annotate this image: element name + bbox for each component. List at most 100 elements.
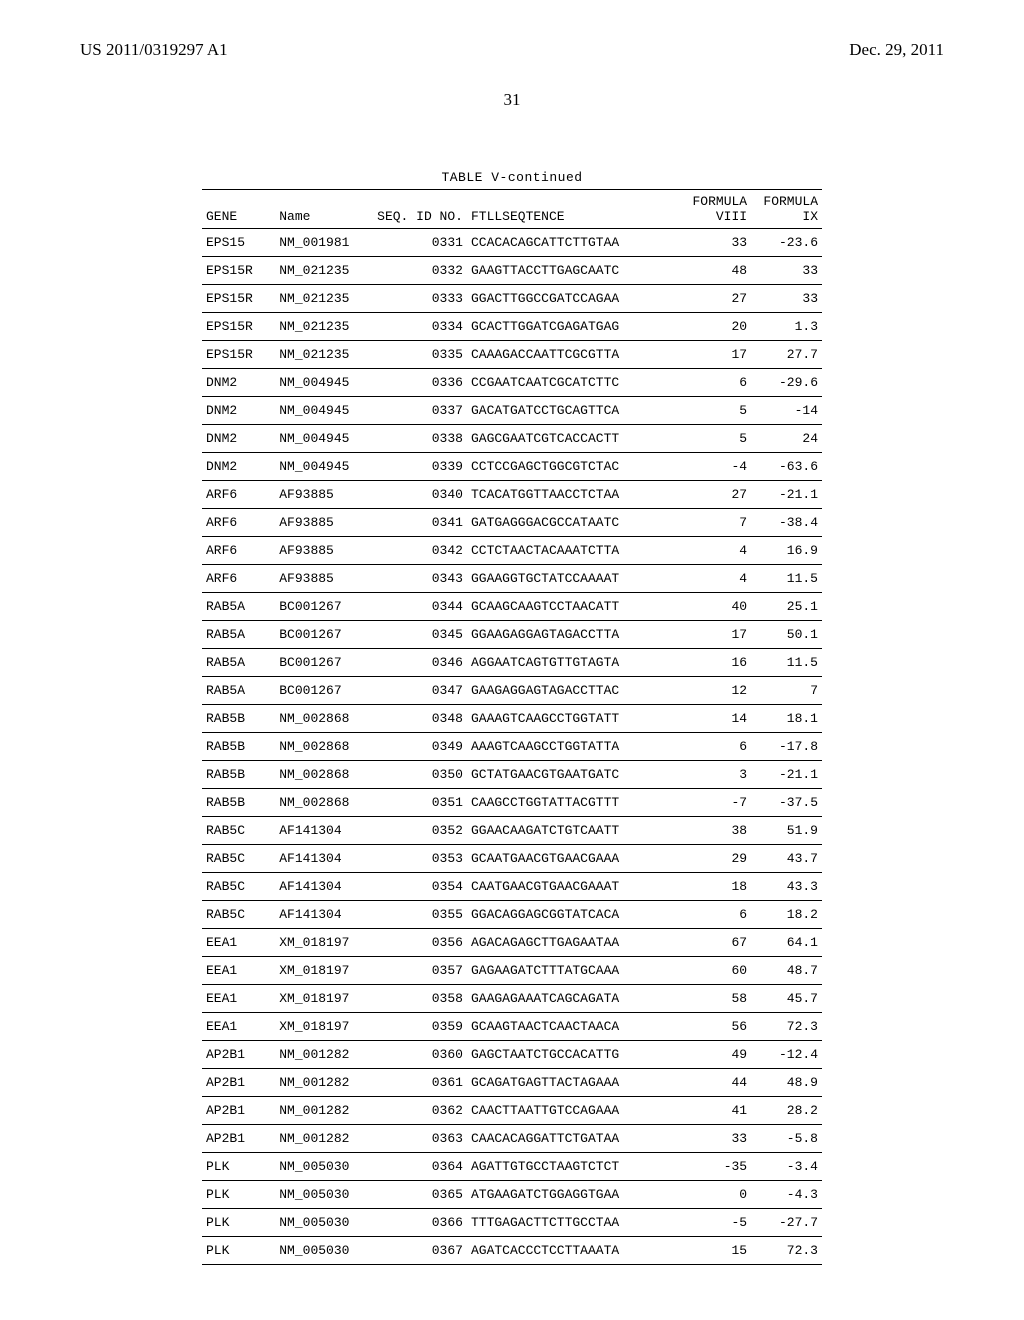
- cell-gene: DNM2: [202, 397, 275, 425]
- cell-gene: DNM2: [202, 453, 275, 481]
- table-row: EPS15RNM_0212350335CAAAGACCAATTCGCGTTA17…: [202, 341, 822, 369]
- pub-number: US 2011/0319297 A1: [80, 40, 228, 60]
- cell-name: NM_001282: [275, 1125, 373, 1153]
- cell-formula-viii: 20: [680, 313, 751, 341]
- cell-formula-ix: 28.2: [751, 1097, 822, 1125]
- cell-seqid: 0353: [373, 845, 467, 873]
- cell-formula-viii: 33: [680, 1125, 751, 1153]
- cell-gene: DNM2: [202, 425, 275, 453]
- cell-sequence: GAAAGTCAAGCCTGGTATT: [467, 705, 680, 733]
- table-header-row: GENE Name SEQ. ID NO. FTLLSEQTENCE FORMU…: [202, 190, 822, 229]
- cell-gene: ARF6: [202, 565, 275, 593]
- cell-seqid: 0362: [373, 1097, 467, 1125]
- table-row: RAB5CAF1413040354CAATGAACGTGAACGAAAT1843…: [202, 873, 822, 901]
- cell-formula-viii: 5: [680, 425, 751, 453]
- table-row: PLKNM_0050300367AGATCACCCTCCTTAAATA1572.…: [202, 1237, 822, 1265]
- cell-seqid: 0337: [373, 397, 467, 425]
- cell-formula-viii: 27: [680, 285, 751, 313]
- table-row: RAB5BNM_0028680351CAAGCCTGGTATTACGTTT-7-…: [202, 789, 822, 817]
- cell-gene: AP2B1: [202, 1069, 275, 1097]
- cell-sequence: CCTCTAACTACAAATCTTA: [467, 537, 680, 565]
- cell-sequence: GAGAAGATCTTTATGCAAA: [467, 957, 680, 985]
- cell-sequence: AGATCACCCTCCTTAAATA: [467, 1237, 680, 1265]
- cell-gene: RAB5B: [202, 733, 275, 761]
- page-header: US 2011/0319297 A1 Dec. 29, 2011: [80, 40, 944, 60]
- cell-name: XM_018197: [275, 929, 373, 957]
- cell-name: BC001267: [275, 621, 373, 649]
- cell-formula-ix: 16.9: [751, 537, 822, 565]
- cell-formula-ix: 11.5: [751, 565, 822, 593]
- table-row: AP2B1NM_0012820361GCAGATGAGTTACTAGAAA444…: [202, 1069, 822, 1097]
- cell-seqid: 0367: [373, 1237, 467, 1265]
- cell-name: NM_021235: [275, 341, 373, 369]
- cell-formula-viii: 33: [680, 229, 751, 257]
- cell-sequence: GCAGATGAGTTACTAGAAA: [467, 1069, 680, 1097]
- cell-formula-ix: -21.1: [751, 481, 822, 509]
- table-row: DNM2NM_0049450336CCGAATCAATCGCATCTTC6-29…: [202, 369, 822, 397]
- table-row: EEA1XM_0181970357GAGAAGATCTTTATGCAAA6048…: [202, 957, 822, 985]
- cell-formula-viii: 4: [680, 565, 751, 593]
- cell-formula-ix: -21.1: [751, 761, 822, 789]
- cell-seqid: 0365: [373, 1181, 467, 1209]
- cell-seqid: 0334: [373, 313, 467, 341]
- table-row: RAB5ABC0012670344GCAAGCAAGTCCTAACATT4025…: [202, 593, 822, 621]
- cell-formula-ix: -63.6: [751, 453, 822, 481]
- cell-name: BC001267: [275, 593, 373, 621]
- cell-gene: RAB5B: [202, 705, 275, 733]
- cell-formula-viii: 17: [680, 621, 751, 649]
- cell-formula-viii: -4: [680, 453, 751, 481]
- cell-formula-viii: 16: [680, 649, 751, 677]
- cell-name: NM_001282: [275, 1097, 373, 1125]
- cell-formula-viii: 56: [680, 1013, 751, 1041]
- cell-formula-ix: 18.1: [751, 705, 822, 733]
- cell-seqid: 0347: [373, 677, 467, 705]
- cell-name: AF141304: [275, 817, 373, 845]
- cell-seqid: 0358: [373, 985, 467, 1013]
- cell-formula-ix: -17.8: [751, 733, 822, 761]
- cell-seqid: 0343: [373, 565, 467, 593]
- table-row: EPS15NM_0019810331CCACACAGCATTCTTGTAA33-…: [202, 229, 822, 257]
- cell-name: AF93885: [275, 537, 373, 565]
- cell-gene: EPS15: [202, 229, 275, 257]
- cell-name: NM_002868: [275, 705, 373, 733]
- col-name: Name: [275, 190, 373, 229]
- cell-formula-viii: 6: [680, 369, 751, 397]
- table-row: EPS15RNM_0212350333GGACTTGGCCGATCCAGAA27…: [202, 285, 822, 313]
- cell-seqid: 0333: [373, 285, 467, 313]
- table-row: DNM2NM_0049450337GACATGATCCTGCAGTTCA5-14: [202, 397, 822, 425]
- cell-formula-ix: 51.9: [751, 817, 822, 845]
- cell-seqid: 0331: [373, 229, 467, 257]
- cell-gene: RAB5C: [202, 817, 275, 845]
- cell-gene: EPS15R: [202, 313, 275, 341]
- cell-formula-viii: 60: [680, 957, 751, 985]
- cell-name: XM_018197: [275, 1013, 373, 1041]
- cell-sequence: CAACACAGGATTCTGATAA: [467, 1125, 680, 1153]
- cell-name: NM_004945: [275, 397, 373, 425]
- cell-formula-viii: 0: [680, 1181, 751, 1209]
- cell-name: NM_001282: [275, 1041, 373, 1069]
- cell-seqid: 0354: [373, 873, 467, 901]
- cell-seqid: 0360: [373, 1041, 467, 1069]
- cell-sequence: GCAAGTAACTCAACTAACA: [467, 1013, 680, 1041]
- cell-formula-viii: 17: [680, 341, 751, 369]
- cell-sequence: GGAACAAGATCTGTCAATT: [467, 817, 680, 845]
- table-row: EPS15RNM_0212350332GAAGTTACCTTGAGCAATC48…: [202, 257, 822, 285]
- cell-seqid: 0364: [373, 1153, 467, 1181]
- cell-gene: RAB5A: [202, 593, 275, 621]
- cell-gene: RAB5C: [202, 845, 275, 873]
- cell-sequence: GCTATGAACGTGAATGATC: [467, 761, 680, 789]
- page: US 2011/0319297 A1 Dec. 29, 2011 31 TABL…: [0, 0, 1024, 1305]
- table-row: RAB5ABC0012670345GGAAGAGGAGTAGACCTTA1750…: [202, 621, 822, 649]
- cell-formula-viii: 40: [680, 593, 751, 621]
- cell-sequence: GACATGATCCTGCAGTTCA: [467, 397, 680, 425]
- table-row: RAB5BNM_0028680350GCTATGAACGTGAATGATC3-2…: [202, 761, 822, 789]
- cell-name: NM_005030: [275, 1209, 373, 1237]
- cell-name: BC001267: [275, 677, 373, 705]
- cell-formula-ix: -27.7: [751, 1209, 822, 1237]
- cell-formula-ix: 18.2: [751, 901, 822, 929]
- table-row: RAB5BNM_0028680348GAAAGTCAAGCCTGGTATT141…: [202, 705, 822, 733]
- cell-seqid: 0338: [373, 425, 467, 453]
- cell-gene: RAB5C: [202, 873, 275, 901]
- cell-seqid: 0339: [373, 453, 467, 481]
- cell-gene: PLK: [202, 1153, 275, 1181]
